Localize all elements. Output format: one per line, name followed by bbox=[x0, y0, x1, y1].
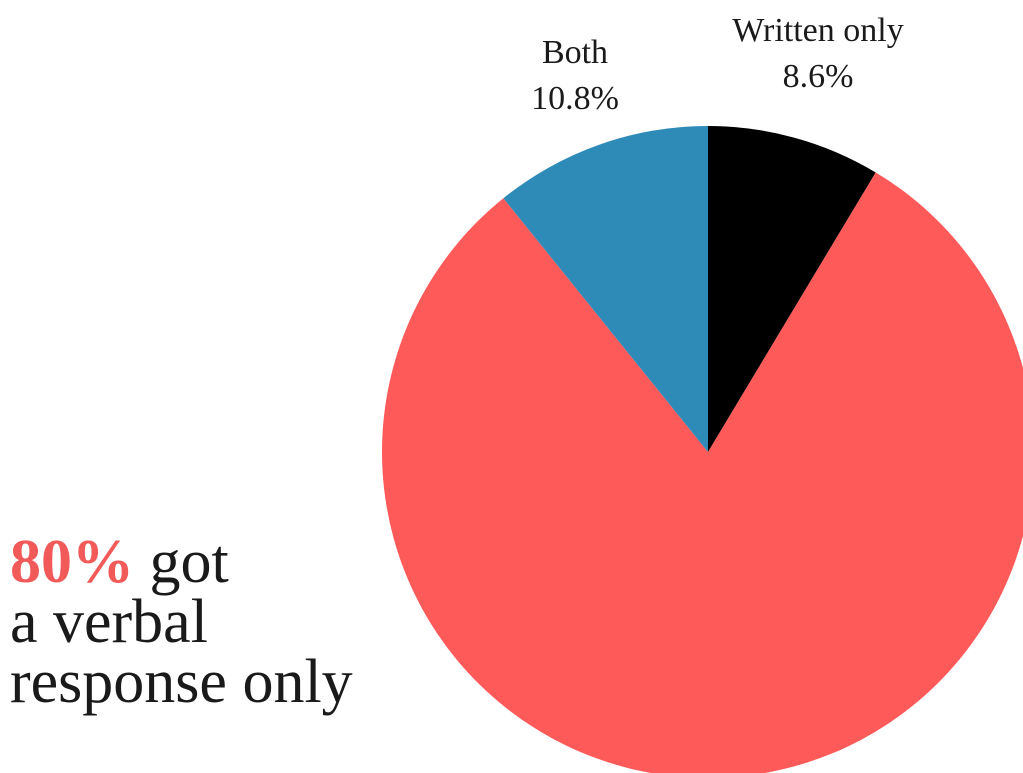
callout-line-3: response only bbox=[10, 648, 353, 716]
callout-highlight: 80% bbox=[10, 528, 134, 596]
callout-text: 80% got a verbal response only bbox=[10, 531, 353, 716]
slice-name-both: Both bbox=[541, 34, 609, 71]
slice-value-written-only: 8.6% bbox=[782, 58, 854, 95]
slice-label-both: Both 10.8% bbox=[505, 30, 645, 122]
slice-name-written-only: Written only bbox=[732, 12, 904, 49]
callout-line-2: a verbal bbox=[10, 588, 208, 656]
pie-slice-both bbox=[503, 126, 708, 452]
callout-line-1-rest: got bbox=[134, 528, 229, 596]
pie-slice-written-only bbox=[708, 126, 876, 452]
slice-value-both: 10.8% bbox=[531, 80, 619, 117]
slice-label-written-only: Written only 8.6% bbox=[688, 8, 948, 100]
pie-slice-verbal-only bbox=[382, 172, 1023, 773]
callout-line-1: 80% got bbox=[10, 531, 353, 593]
